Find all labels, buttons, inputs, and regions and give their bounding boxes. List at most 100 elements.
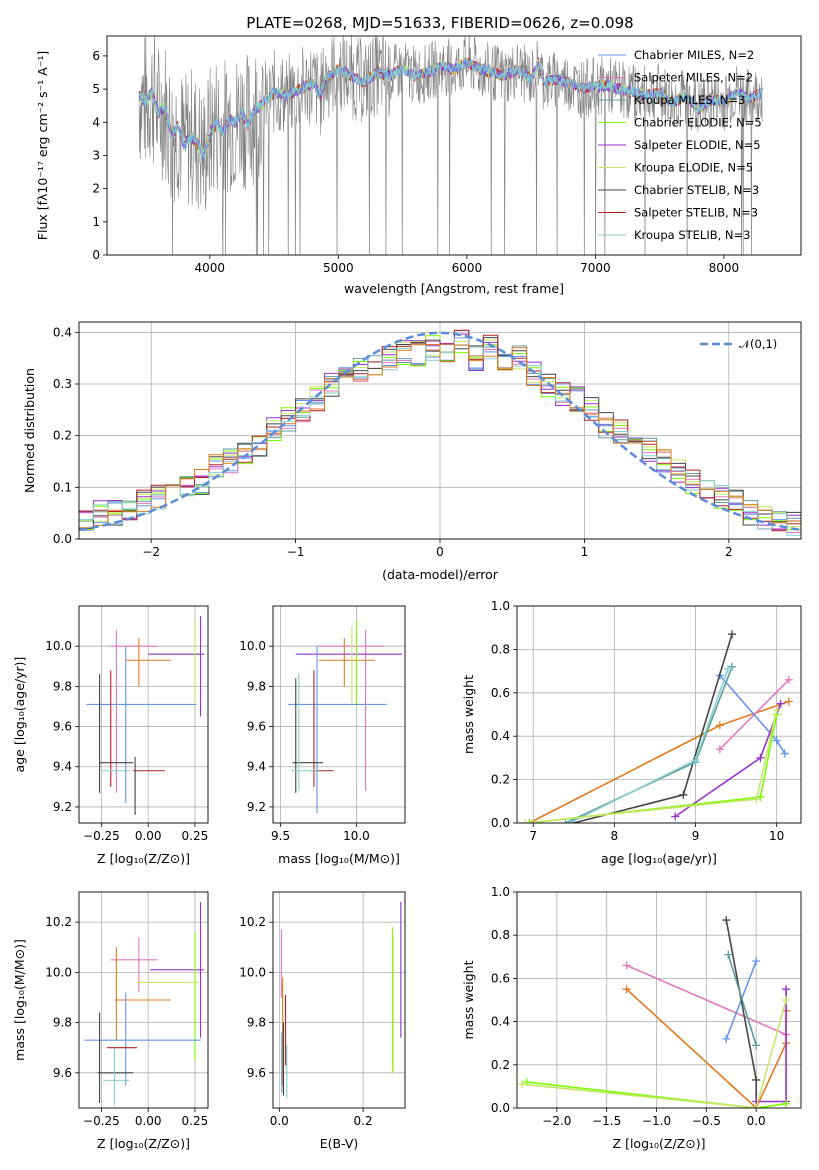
axes-frame [78,891,209,1109]
legend-entry: Salpeter STELIB, N=3 [634,206,758,220]
x-axis-label: Z [log₁₀(Z/Z⊙)] [97,1136,190,1151]
y-tick-label: 3 [92,148,100,162]
y-tick-label: 4 [92,115,100,129]
weight-point-marker [782,985,791,994]
x-tick-label: 0.0 [747,1114,766,1128]
normal-reference-curve [79,331,801,532]
y-tick-label: 0.1 [53,480,72,494]
legend-entry: Chabrier ELODIE, N=5 [634,116,762,130]
weight-point-marker [724,950,733,959]
weight-point-marker [722,1034,731,1043]
y-tick-label: 5 [92,82,100,96]
weight-series-line [725,919,757,1108]
x-tick-label: 0.00 [135,829,162,843]
y-axis-label: age [log₁₀(age/yr)] [12,657,27,773]
y-tick-label: 2 [92,182,100,196]
y-tick-label: 10.0 [45,639,72,653]
y-axis-label: mass [log₁₀(M/M⊙)] [12,939,27,1061]
weight-point-marker [752,1104,761,1108]
y-tick-label: 1.0 [491,885,510,899]
x-axis-label: Z [log₁₀(Z/Z⊙)] [97,851,190,866]
spectrum-panel: 4000 5000 6000 7000 8000 0 1 2 3 4 5 6 wavelength [A… [35,35,802,296]
weight-vs-Z-panel: −2.0 −1.5 −1.0 −0.5 0.0 0.0 0.2 0.4 0.6 0.8 1.0 Z [… [461,885,802,1151]
weight-point-marker [715,745,724,754]
y-tick-label: 9.2 [247,800,266,814]
x-tick-label: 0.2 [354,1114,373,1128]
y-tick-label: 9.6 [53,720,72,734]
x-axis-label: (data-model)/error [382,567,499,582]
y-tick-label: 1 [92,215,100,229]
weight-point-marker [782,1099,791,1108]
y-tick-label: 9.4 [53,760,72,774]
x-tick-label: −1 [287,545,305,559]
weight-point-marker [679,790,688,799]
legend-entry: Kroupa MILES, N=3 [634,93,746,107]
weight-point-marker [728,630,737,639]
weight-point-marker [622,961,631,970]
axes-frame [272,891,406,1109]
axes-frame [78,605,209,824]
y-tick-label: 10.0 [239,965,266,979]
weight-series-line [565,666,733,823]
y-tick-label: 9.8 [53,1016,72,1030]
x-tick-label: 0.0 [270,1114,289,1128]
x-axis-label: mass [log₁₀(M/M⊙)] [278,851,400,866]
y-tick-label: 9.8 [247,679,266,693]
model-fit-line [138,58,763,159]
y-tick-label: 9.6 [53,1066,72,1080]
weight-point-marker [752,795,761,804]
observed-spectrum-line [138,36,763,255]
x-tick-label: −1.5 [592,1114,621,1128]
x-axis-label: wavelength [Angstrom, rest frame] [344,281,564,296]
x-tick-label: −2 [142,545,160,559]
residuals-panel: −2 −1 0 1 2 0.0 0.1 0.2 0.3 0.4 (data-model)/error… [22,321,802,582]
weight-point-marker [772,736,781,745]
y-tick-label: 0.8 [491,928,510,942]
x-tick-label: 9 [692,829,700,843]
axes-frame [516,891,802,1109]
x-tick-label: 10.0 [343,829,370,843]
y-tick-label: 10.0 [239,639,266,653]
x-tick-label: 7000 [580,261,611,275]
y-tick-label: 0.2 [53,429,72,443]
weight-point-marker [756,753,765,762]
x-tick-label: 1 [581,545,589,559]
weight-point-marker [772,706,781,715]
y-tick-label: 0.8 [491,642,510,656]
weight-point-marker [517,1080,526,1089]
weight-series-line [521,999,787,1108]
x-tick-label: 10 [769,829,784,843]
x-tick-label: −1.0 [642,1114,671,1128]
x-axis-label: age [log₁₀(age/yr)] [601,851,717,866]
legend-entry: Chabrier MILES, N=2 [634,48,754,62]
y-tick-label: 9.8 [247,1016,266,1030]
y-tick-label: 9.2 [53,800,72,814]
axes-frame [272,605,406,824]
weight-point-marker [691,756,700,765]
axes-frame [78,321,802,540]
y-tick-label: 0.3 [53,377,72,391]
x-tick-label: 0.25 [182,1114,209,1128]
weight-point-marker [671,812,680,821]
legend-entry: Salpeter ELODIE, N=5 [634,138,761,152]
mass-vs-Z-panel: −0.25 0.00 0.25 9.6 9.8 10.0 10.2 Z [log₁₀(Z/Z⊙… [12,891,209,1151]
x-tick-label: −2.0 [542,1114,571,1128]
y-tick-label: 0.2 [491,1058,510,1072]
axes-frame [106,35,802,256]
y-tick-label: 9.6 [247,720,266,734]
y-tick-label: 10.0 [45,965,72,979]
y-tick-label: 0 [92,248,100,262]
x-axis-label: Z [log₁₀(Z/Z⊙)] [613,1136,706,1151]
y-tick-label: 0.0 [491,816,510,830]
x-tick-label: 9.5 [271,829,290,843]
y-tick-label: 9.4 [247,760,266,774]
x-axis-label: E(B-V) [320,1136,359,1151]
y-tick-label: 0.6 [491,971,510,985]
weight-series-line [569,668,729,823]
x-tick-label: −0.25 [83,1114,120,1128]
legend-entry: Kroupa STELIB, N=3 [634,228,751,242]
y-tick-label: 9.6 [247,1066,266,1080]
y-axis-label: Flux [fλ10⁻¹⁷ erg cm⁻² s⁻¹ A⁻¹] [35,51,50,240]
y-tick-label: 0.2 [491,773,510,787]
